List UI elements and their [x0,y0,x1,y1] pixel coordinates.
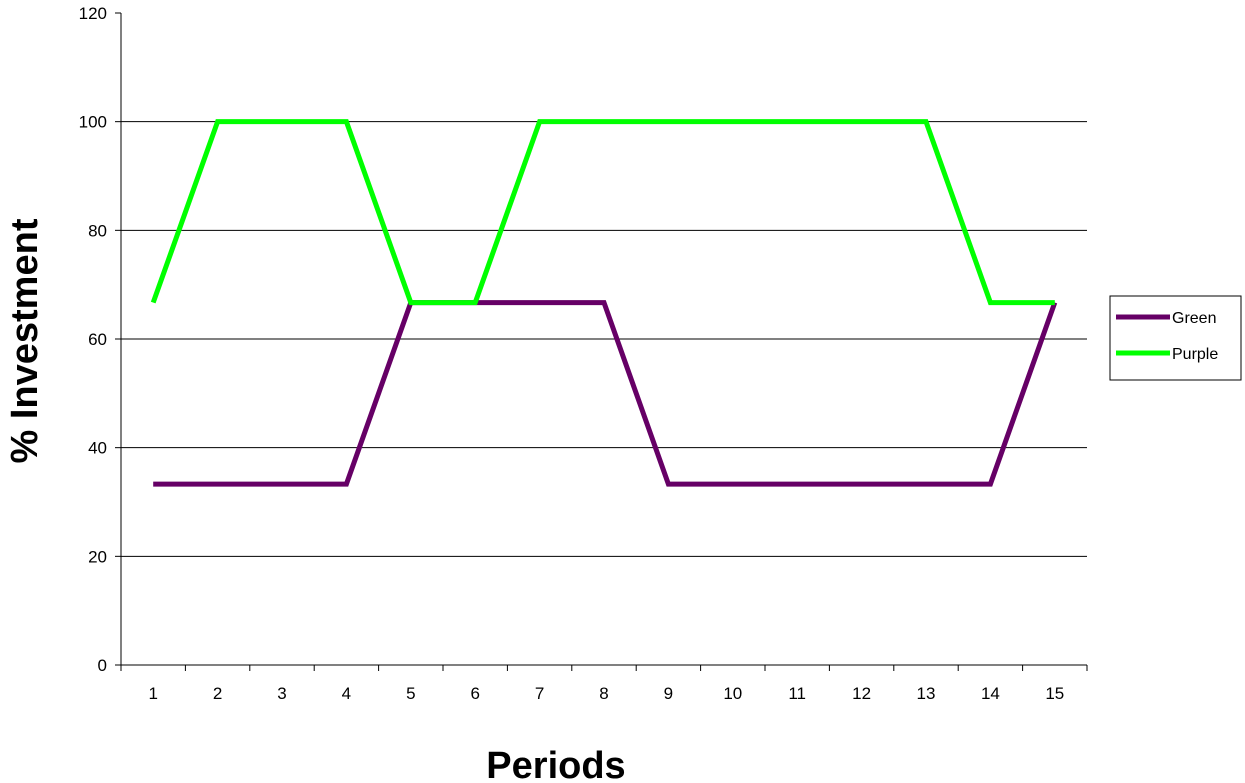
x-tick-label: 3 [277,684,286,703]
x-tick-label: 5 [406,684,415,703]
y-tick-label: 20 [88,547,107,566]
x-tick-label: 8 [599,684,608,703]
y-axis-title: % Investment [4,218,46,463]
x-axis-ticks: 1 2 3 4 5 6 7 8 9 10 11 12 13 14 15 [120,665,1088,703]
x-tick-label: 10 [723,684,742,703]
y-tick-label: 0 [98,656,107,675]
x-tick-label: 15 [1045,684,1064,703]
legend-label-purple: Purple [1172,346,1218,363]
series-layer [150,119,1058,487]
y-tick-label: 100 [79,113,107,132]
y-tick-label: 40 [88,439,107,458]
legend-box [1109,295,1242,381]
y-tick-label: 60 [88,330,107,349]
x-tick-label: 6 [470,684,479,703]
x-tick-label: 9 [664,684,673,703]
x-tick-label: 14 [981,684,1000,703]
x-tick-label: 12 [852,684,871,703]
gridlines [121,121,1087,557]
x-axis-title: Periods [486,745,625,783]
series-line-green [153,300,1058,487]
series-line-purple [150,119,1055,306]
x-tick-label: 4 [342,684,351,703]
legend: Green Purple [1109,295,1242,381]
x-tick-label: 11 [788,684,806,703]
y-tick-label: 80 [88,221,107,240]
x-tick-label: 2 [213,684,222,703]
legend-label-green: Green [1172,310,1216,327]
y-tick-label: 120 [79,4,107,23]
x-tick-label: 1 [148,684,157,703]
x-tick-label: 7 [535,684,544,703]
y-axis-ticks: 0 20 40 60 80 100 120 [79,4,121,675]
x-tick-label: 13 [917,684,936,703]
